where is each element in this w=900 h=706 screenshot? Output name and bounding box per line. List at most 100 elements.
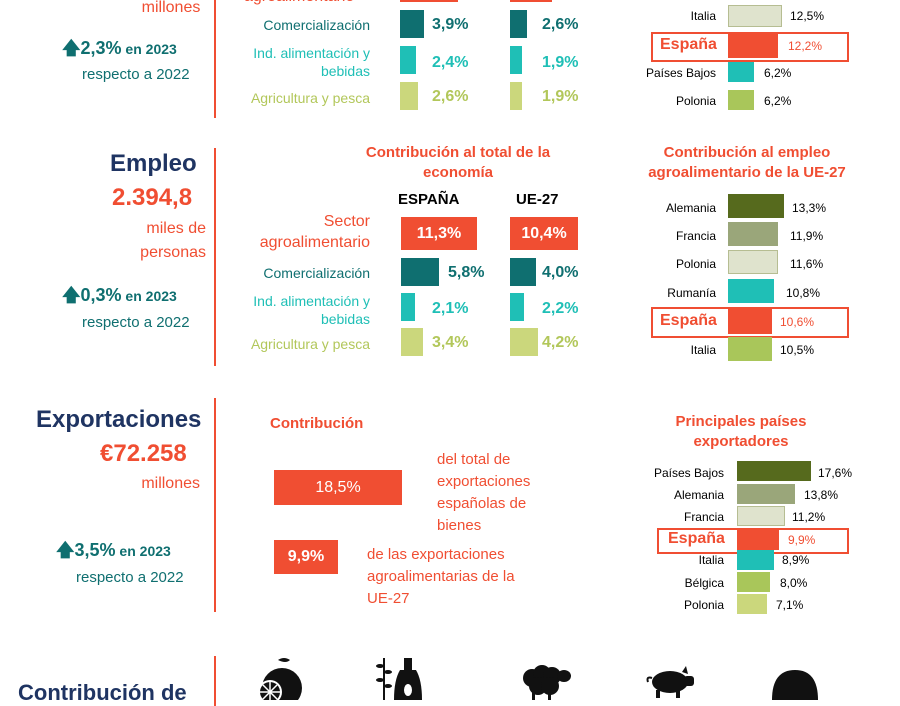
export-ranking-header: Principales países exportadores <box>675 413 807 450</box>
sector-es-box: 11,3% <box>401 217 477 250</box>
country-bar <box>728 5 782 27</box>
top-growth: 🡅2,3% en 2023 <box>62 38 177 58</box>
empleo-ue-bar <box>510 293 524 321</box>
top-ue-bar <box>510 10 527 38</box>
sector-ue-box: 10,4% <box>510 217 578 250</box>
country-label: Francia <box>675 229 716 243</box>
empleo-es-value: 5,8% <box>448 264 485 281</box>
country-bar <box>737 550 774 570</box>
empleo-es-bar <box>401 258 439 286</box>
empleo-es-value: 3,4% <box>432 334 469 351</box>
bottom-title: Contribución de <box>18 680 187 705</box>
country-bar <box>737 461 811 481</box>
country-value-spain: 10,6% <box>780 315 815 329</box>
country-label: Italia <box>690 9 716 23</box>
country-label-spain: España <box>660 312 717 329</box>
section-divider <box>214 0 216 118</box>
empleo-ue-value: 4,2% <box>542 334 579 351</box>
top-ue-bar <box>510 82 522 110</box>
country-bar <box>737 506 785 526</box>
empleo-unit: personas <box>140 244 206 261</box>
country-value-spain: 9,9% <box>788 533 816 547</box>
country-bar <box>728 337 772 361</box>
country-label: Polonia <box>675 257 716 271</box>
top-unit: millones <box>141 0 201 16</box>
country-value: 8,9% <box>782 553 810 567</box>
growth-arrow-icon: 🡅 <box>62 285 81 305</box>
top-row-label: Ind. alimentación y bebidas <box>253 45 370 79</box>
country-label: Países Bajos <box>645 66 716 80</box>
country-label: Rumanía <box>667 286 716 300</box>
country-bar-spain <box>728 34 778 58</box>
empleo-ue-bar <box>510 328 538 356</box>
export-contrib-header: Contribución <box>270 415 364 432</box>
growth-arrow-icon: 🡅 <box>56 540 75 560</box>
country-label-spain: España <box>660 36 717 53</box>
empleo-es-value: 2,1% <box>432 300 469 317</box>
empleo-ue-value: 4,0% <box>542 264 579 281</box>
country-value: 10,5% <box>780 343 815 357</box>
empleo-ue-bar <box>510 258 536 286</box>
country-value: 6,2% <box>764 66 792 80</box>
section-divider <box>214 398 216 612</box>
country-label: Alemania <box>665 201 716 215</box>
section-divider <box>214 656 216 706</box>
empleo-unit: miles de <box>146 220 206 237</box>
country-bar-spain <box>737 530 779 550</box>
country-value: 8,0% <box>780 576 808 590</box>
top-es-bar <box>400 46 416 74</box>
country-value: 6,2% <box>764 94 792 108</box>
country-bar <box>728 62 754 82</box>
fruit-icon <box>258 658 302 700</box>
country-value-spain: 12,2% <box>788 39 823 53</box>
country-value: 11,2% <box>792 510 826 524</box>
export-c1-box: 18,5% <box>274 470 402 505</box>
country-value: 7,1% <box>776 598 804 612</box>
empleo-es-bar <box>401 293 415 321</box>
empleo-title: Empleo <box>110 150 197 177</box>
export-value: €72.258 <box>100 440 187 467</box>
country-bar <box>737 594 767 614</box>
export-growth-ref: respecto a 2022 <box>76 569 184 586</box>
top-ue-value: 1,9% <box>542 54 579 71</box>
country-bar <box>737 484 795 504</box>
country-value: 17,6% <box>818 466 853 480</box>
export-growth: 🡅3,5% en 2023 <box>56 540 171 560</box>
top-sector-es-box <box>400 0 458 2</box>
country-label: Países Bajos <box>653 466 724 480</box>
top-es-bar <box>400 10 424 38</box>
export-c2-box: 9,9% <box>274 540 338 574</box>
empleo-ranking-header: Contribución al empleo agroalimentario d… <box>648 144 846 181</box>
section-divider <box>214 148 216 366</box>
country-label: Alemania <box>673 488 724 502</box>
sheep-icon <box>523 665 571 700</box>
top-es-value: 3,9% <box>432 16 469 33</box>
country-bar <box>737 572 770 592</box>
export-unit: millones <box>141 475 200 492</box>
country-value: 13,3% <box>792 201 827 215</box>
top-ue-value: 2,6% <box>542 16 579 33</box>
country-bar-spain <box>728 309 772 334</box>
country-label: Polonia <box>683 598 724 612</box>
country-value: 12,5% <box>790 9 825 23</box>
country-label: Francia <box>683 510 724 524</box>
growth-arrow-icon: 🡅 <box>62 38 81 58</box>
country-label: Italia <box>698 553 724 567</box>
top-sector-label: agroalimentario <box>244 0 354 6</box>
country-value: 13,8% <box>804 488 839 502</box>
country-label: Polonia <box>675 94 716 108</box>
empleo-row-label: Ind. alimentación y bebidas <box>253 293 370 327</box>
country-bar <box>728 90 754 110</box>
top-row-label: Comercialización <box>263 17 370 33</box>
country-bar <box>728 194 784 218</box>
dome-icon <box>772 670 818 700</box>
country-bar <box>728 250 778 274</box>
top-row-label: Agricultura y pesca <box>250 90 370 106</box>
country-value: 11,6% <box>790 257 824 271</box>
empleo-ue-value: 2,2% <box>542 300 579 317</box>
sector-label: Sector agroalimentario <box>259 213 370 251</box>
country-label: Italia <box>690 343 716 357</box>
country-value: 10,8% <box>786 286 821 300</box>
spain-highlight <box>651 32 849 62</box>
olive-oil-icon <box>376 658 422 700</box>
